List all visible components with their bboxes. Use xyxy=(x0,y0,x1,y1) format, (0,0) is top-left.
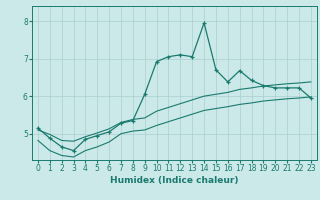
X-axis label: Humidex (Indice chaleur): Humidex (Indice chaleur) xyxy=(110,176,239,185)
